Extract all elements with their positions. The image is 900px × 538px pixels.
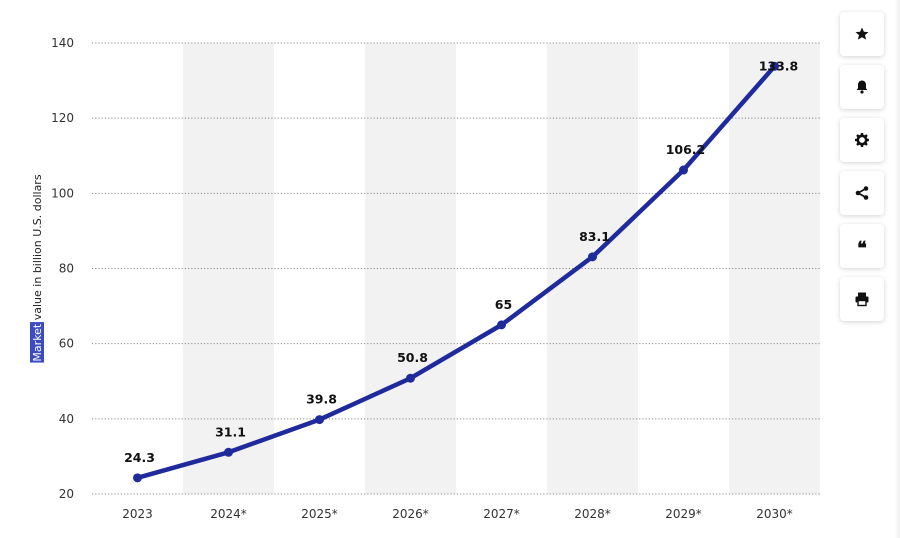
y-tick-label: 120 — [51, 111, 74, 125]
y-tick-label: 80 — [59, 262, 74, 276]
data-point — [770, 61, 779, 71]
y-axis-title-text: value in billion U.S. dollars — [31, 174, 44, 320]
data-label: 83.1 — [579, 229, 610, 244]
svg-text:Market value in billion: Market value in billion U.S. dollars — [31, 174, 44, 361]
data-labels: 24.3 31.1 39.8 50.8 65 83.1 106.2 133.8 — [124, 58, 798, 465]
quote-icon: ❝ — [857, 238, 867, 259]
y-axis-title-highlight-text: Market — [31, 323, 44, 361]
print-button[interactable] — [840, 277, 884, 321]
data-point — [497, 320, 506, 330]
star-icon — [855, 27, 869, 40]
share-button[interactable] — [840, 171, 884, 215]
bell-icon — [856, 80, 868, 94]
gear-icon — [855, 133, 869, 147]
print-icon — [855, 292, 869, 307]
y-axis-ticks: 20 40 60 80 100 120 140 — [51, 36, 74, 501]
data-label: 31.1 — [215, 424, 246, 439]
series-line — [135, 64, 777, 481]
x-tick-label: 2025* — [301, 507, 338, 521]
data-label: 65 — [495, 297, 512, 312]
data-label: 39.8 — [306, 392, 337, 407]
y-tick-label: 20 — [59, 487, 74, 501]
x-tick-label: 2026* — [392, 507, 429, 521]
y-axis-title: Market value in billion U.S. dollars — [30, 174, 44, 363]
column-band — [365, 43, 456, 494]
page-edge — [894, 0, 900, 538]
y-tick-label: 60 — [59, 337, 74, 351]
share-icon — [855, 186, 869, 200]
series — [133, 61, 779, 483]
data-point — [406, 373, 415, 383]
x-tick-label: 2023 — [122, 507, 153, 521]
settings-button[interactable] — [840, 118, 884, 162]
data-label: 133.8 — [759, 58, 799, 73]
y-tick-label: 100 — [51, 186, 74, 200]
data-label: 106.2 — [666, 142, 706, 157]
x-tick-label: 2027* — [483, 507, 520, 521]
y-tick-label: 40 — [59, 412, 74, 426]
data-point — [224, 447, 233, 457]
cite-button[interactable]: ❝ — [840, 224, 884, 268]
data-point — [315, 415, 324, 425]
x-tick-label: 2030* — [756, 507, 793, 521]
data-label: 50.8 — [397, 350, 428, 365]
data-point — [679, 165, 688, 175]
y-axis-title-highlight — [30, 322, 44, 363]
data-point — [133, 473, 142, 483]
x-tick-label: 2024* — [210, 507, 247, 521]
data-point — [588, 252, 597, 262]
favorite-button[interactable] — [840, 12, 884, 56]
data-label: 24.3 — [124, 450, 155, 465]
notification-button[interactable] — [840, 65, 884, 109]
x-tick-label: 2029* — [665, 507, 702, 521]
y-tick-label: 140 — [51, 36, 74, 50]
column-band — [547, 43, 638, 494]
x-axis-ticks: 2023 2024* 2025* 2026* 2027* 2028* 2029* 2030* — [122, 507, 793, 521]
chart-toolbar: ❝ — [840, 12, 884, 330]
x-tick-label: 2028* — [574, 507, 611, 521]
